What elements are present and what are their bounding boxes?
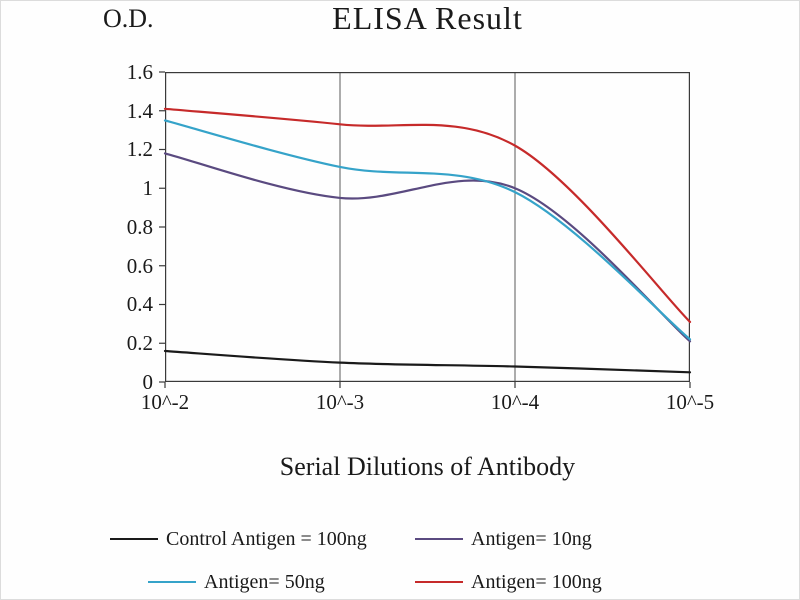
x-tick-label: 10^-2 [140,390,190,414]
series-line-1 [163,152,692,343]
plot-border [165,72,690,382]
y-tick-label: 0.2 [126,331,153,355]
legend-line-swatch [148,581,196,583]
legend-item-antigen-50ng: Antigen= 50ng [148,570,325,594]
y-tick-label: 1.6 [126,60,153,84]
y-tick-label: 0.6 [126,254,153,278]
legend-line-swatch [110,538,158,540]
series-line-2 [163,119,692,341]
legend-label: Antigen= 50ng [204,570,325,593]
legend-item-antigen-100ng: Antigen= 100ng [415,570,602,594]
y-tick-label: 0 [142,370,154,394]
legend-label: Antigen= 100ng [471,570,602,593]
x-tick-label: 10^-5 [665,390,715,414]
x-tick-label: 10^-4 [490,390,540,414]
legend-item-antigen-10ng: Antigen= 10ng [415,527,592,551]
y-tick-label: 0.4 [126,292,153,316]
series-line-3 [163,107,692,324]
y-tick-label: 1.2 [126,137,153,161]
x-tick-label: 10^-3 [315,390,365,414]
x-axis-title: Serial Dilutions of Antibody [279,452,576,481]
series-line-0 [163,349,692,374]
legend-line-swatch [415,538,463,540]
chart-title: ELISA Result [332,0,523,36]
y-axis-unit-label: O.D. [103,4,154,33]
plot-area [159,71,692,388]
legend-label: Antigen= 10ng [471,527,592,550]
y-tick-label: 1.4 [126,99,153,123]
y-tick-label: 0.8 [126,215,153,239]
legend-item-control-antigen-100ng: Control Antigen = 100ng [110,527,367,551]
legend-line-swatch [415,581,463,583]
legend-label: Control Antigen = 100ng [166,527,367,550]
y-tick-label: 1 [142,176,154,200]
